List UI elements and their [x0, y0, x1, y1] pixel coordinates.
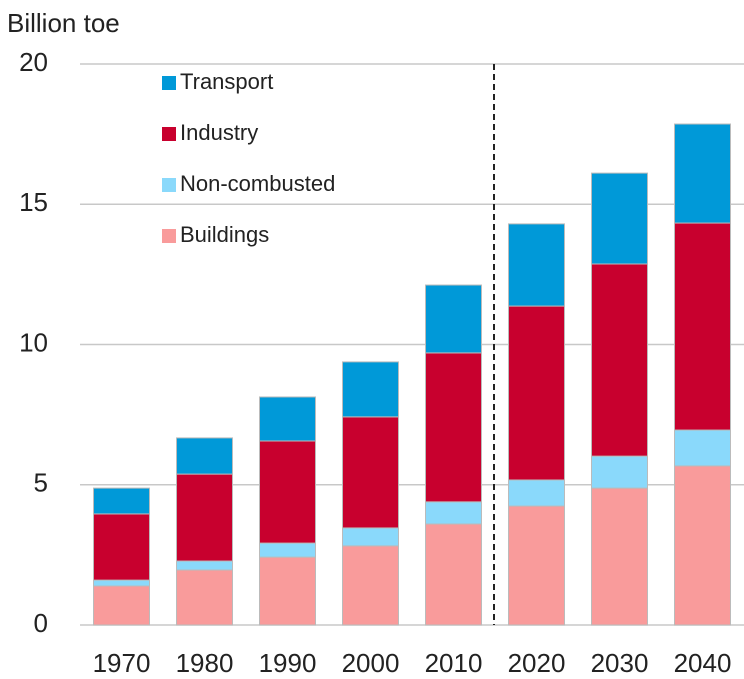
x-tick-label: 1980: [176, 648, 234, 678]
bar-segment: [259, 556, 316, 626]
bar-segment: [342, 361, 399, 418]
bar-segment: [425, 501, 482, 525]
bar-segment: [674, 429, 731, 467]
x-tick-label: 2030: [591, 648, 649, 678]
bar-segment: [674, 465, 731, 626]
legend-swatch: [162, 76, 176, 90]
bar-segment: [591, 455, 648, 489]
bar-segment: [342, 416, 399, 529]
y-tick-label: 15: [19, 187, 48, 217]
bar-segment: [591, 487, 648, 626]
bar-segment: [591, 172, 648, 265]
bar-segment: [674, 123, 731, 224]
bar-segment: [425, 352, 482, 503]
bar-segment: [508, 223, 565, 307]
x-tick-label: 2040: [674, 648, 732, 678]
bar-segment: [342, 545, 399, 626]
y-tick-label: 5: [34, 468, 48, 498]
bar-segment: [508, 305, 565, 481]
x-tick-label: 2000: [342, 648, 400, 678]
legend-swatch: [162, 178, 176, 192]
x-tick-label: 1990: [259, 648, 317, 678]
legend-swatch: [162, 127, 176, 141]
bar-segment: [259, 396, 316, 442]
bar-segment: [425, 284, 482, 354]
bar-segment: [674, 222, 731, 431]
legend-label: Non-combusted: [180, 171, 335, 196]
bar-segment: [342, 527, 399, 547]
bar-segment: [93, 513, 150, 581]
bar-segment: [93, 585, 150, 626]
y-tick-label: 10: [19, 327, 48, 357]
bar-segment: [591, 263, 648, 457]
legend-label: Industry: [180, 120, 258, 145]
bars: 1970 1980 1990 2000 2010 2020 2030 2040: [93, 123, 732, 678]
bar-segment: [508, 505, 565, 626]
bar-segment: [176, 560, 233, 571]
bar-segment: [93, 579, 150, 587]
bar-segment: [176, 437, 233, 475]
y-tick-label: 0: [34, 608, 48, 638]
legend-label: Buildings: [180, 222, 269, 247]
bar-segment: [259, 542, 316, 558]
bar-segment: [508, 479, 565, 507]
y-axis-label: Billion toe: [7, 8, 120, 38]
x-tick-label: 2020: [508, 648, 566, 678]
bar-segment: [176, 569, 233, 626]
bar-segment: [93, 487, 150, 515]
bar-segment: [425, 523, 482, 626]
y-tick-label: 20: [19, 47, 48, 77]
legend: Buildings Non-combusted Industry Transport: [162, 69, 335, 247]
bar-segment: [259, 440, 316, 544]
x-tick-label: 2010: [425, 648, 483, 678]
bar-segment: [176, 473, 233, 562]
x-tick-label: 1970: [93, 648, 151, 678]
legend-label: Transport: [180, 69, 273, 94]
legend-swatch: [162, 229, 176, 243]
